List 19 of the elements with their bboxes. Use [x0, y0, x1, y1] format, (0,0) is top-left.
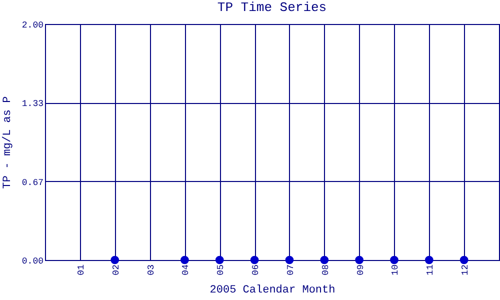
x-tick-label: 09 [356, 264, 366, 276]
x-tick-label: 08 [320, 264, 331, 276]
x-tick-label: 04 [181, 264, 192, 276]
y-tick-label: 0.00 [22, 256, 44, 266]
x-tick-label: 10 [390, 264, 401, 276]
chart-title: TP Time Series [217, 0, 327, 15]
x-tick-label: 07 [286, 264, 296, 276]
x-tick-label: 11 [426, 264, 436, 276]
x-tick-label: 01 [76, 264, 86, 276]
x-tick-label: 02 [111, 264, 122, 276]
x-tick-label: 06 [251, 264, 262, 276]
y-tick-label: 0.67 [22, 178, 44, 188]
y-tick-label: 1.33 [22, 99, 44, 110]
x-axis-title: 2005 Calendar Month [210, 284, 336, 296]
x-tick-label: 03 [146, 264, 156, 276]
x-tick-label: 05 [216, 264, 226, 276]
y-axis-title: TP - mg/L as P [2, 96, 14, 189]
y-tick-label: 2.00 [22, 20, 44, 30]
x-tick-label: 12 [460, 264, 471, 276]
